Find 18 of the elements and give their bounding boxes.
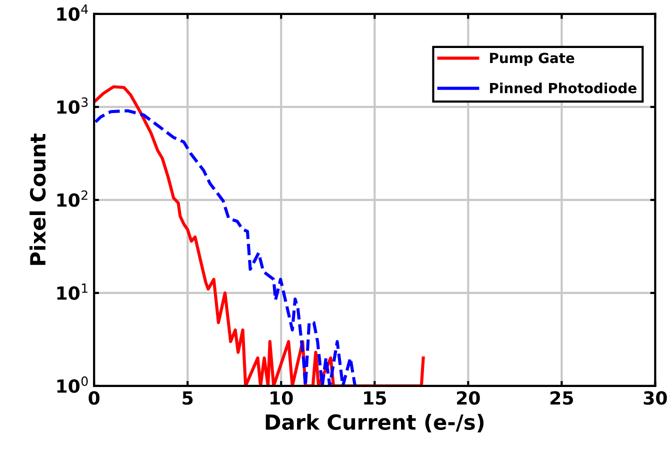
y-tick-label: 10$^{3}$ bbox=[57, 97, 88, 114]
line-series bbox=[94, 85, 425, 386]
x-tick-label: 0 bbox=[88, 391, 100, 405]
x-tick-label: 30 bbox=[644, 391, 667, 405]
y-axis-title: Pixel Count bbox=[30, 134, 46, 265]
y-tick-label: 10$^{2}$ bbox=[57, 190, 88, 207]
x-tick-label: 15 bbox=[364, 391, 386, 405]
y-tick-label: 10$^{0}$ bbox=[57, 376, 88, 393]
x-tick-label: 25 bbox=[550, 391, 573, 405]
line-series bbox=[94, 109, 357, 386]
y-tick-label: 10$^{4}$ bbox=[57, 4, 88, 21]
x-axis-title: Dark Current (e-/s) bbox=[266, 414, 484, 432]
legend-label: Pinned Photodiode bbox=[490, 82, 636, 94]
x-tick-label: 5 bbox=[182, 391, 193, 405]
legend-label: Pump Gate bbox=[490, 52, 574, 66]
x-tick-label: 20 bbox=[457, 391, 480, 405]
x-tick-label: 10 bbox=[270, 391, 293, 405]
y-tick-label: 10$^{1}$ bbox=[57, 284, 88, 300]
